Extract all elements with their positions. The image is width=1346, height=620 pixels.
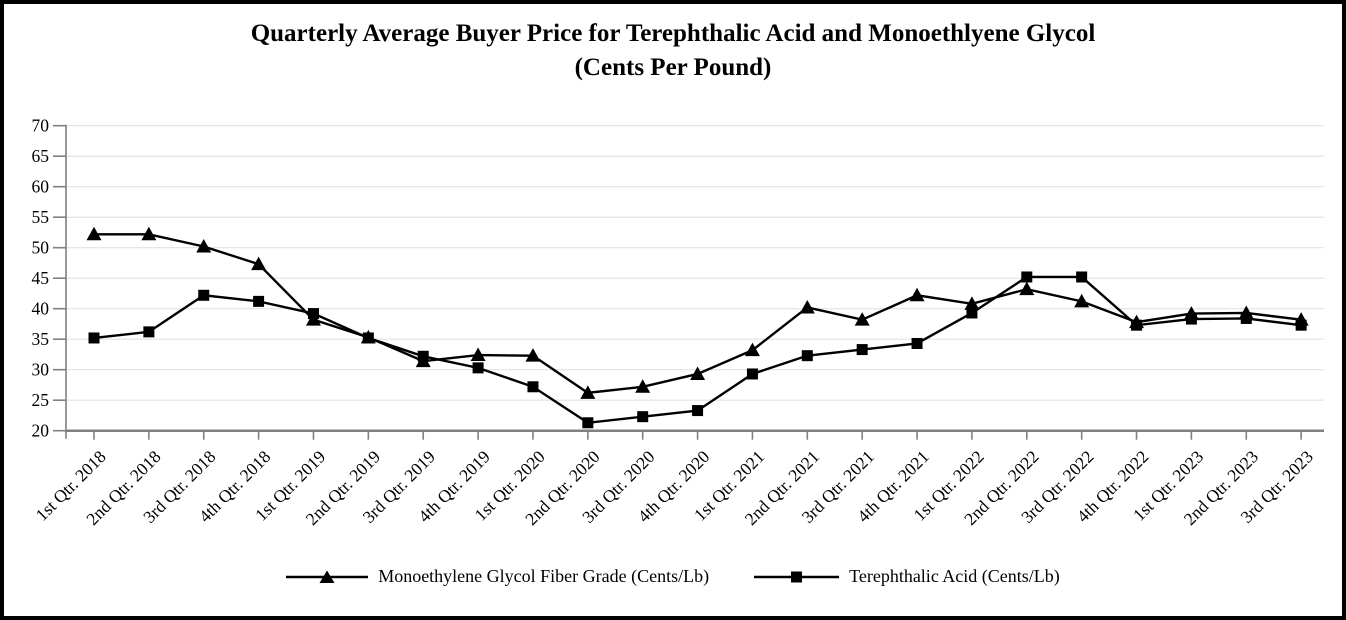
y-tick-label: 45 (32, 268, 50, 288)
triangle-data-marker (251, 256, 267, 271)
y-tick-label: 55 (32, 207, 50, 227)
square-data-marker (582, 417, 594, 429)
triangle-data-marker (909, 287, 925, 302)
square-data-marker (911, 337, 923, 349)
square-data-marker (1076, 271, 1088, 283)
triangle-data-marker (690, 366, 706, 380)
square-data-marker (143, 326, 155, 338)
square-data-marker (1021, 271, 1033, 283)
square-data-marker (362, 332, 374, 344)
y-tick-label: 30 (32, 360, 50, 380)
chart-title-line2: (Cents Per Pound) (574, 54, 772, 81)
square-data-marker (1131, 319, 1143, 331)
square-data-marker (692, 405, 704, 417)
square-data-marker (417, 350, 429, 362)
chart-title-line1: Quarterly Average Buyer Price for Tereph… (250, 20, 1096, 47)
square-data-marker (88, 332, 100, 344)
triangle-marker-icon (286, 570, 369, 583)
y-tick-label: 50 (32, 238, 50, 258)
triangle-data-marker (580, 385, 596, 399)
triangle-data-marker (196, 238, 212, 253)
square-marker-icon (754, 571, 840, 582)
triangle-data-marker (86, 226, 102, 241)
triangle-data-marker (635, 379, 651, 393)
square-data-marker (801, 350, 813, 362)
square-data-marker (253, 295, 265, 307)
square-data-marker (1295, 319, 1307, 331)
chart-title: Quarterly Average Buyer Price for Tereph… (4, 17, 1342, 85)
square-data-marker (856, 344, 868, 356)
y-tick-label: 60 (32, 177, 50, 197)
square-data-marker (472, 362, 484, 374)
legend-item-monoethylene-glycol: Monoethylene Glycol Fiber Grade (Cents/L… (286, 566, 709, 587)
legend-label-monoethylene-glycol: Monoethylene Glycol Fiber Grade (Cents/L… (378, 566, 710, 586)
y-tick-label: 40 (32, 299, 50, 319)
triangle-data-marker (964, 296, 980, 310)
square-data-marker (307, 308, 319, 320)
series-line-square (93, 275, 1302, 425)
square-data-marker (1240, 312, 1252, 324)
triangle-data-marker (141, 226, 157, 241)
chart-legend: Monoethylene Glycol Fiber Grade (Cents/L… (4, 566, 1342, 587)
triangle-data-marker (470, 347, 486, 362)
triangle-data-marker (799, 299, 815, 314)
triangle-data-marker (525, 348, 541, 362)
y-tick-label: 35 (32, 329, 50, 349)
legend-label-terephthalic-acid: Terephthalic Acid (Cents/Lb) (849, 566, 1060, 586)
square-data-marker (1185, 313, 1197, 325)
y-tick-label: 25 (32, 390, 50, 410)
triangle-data-marker (854, 312, 870, 326)
y-tick-label: 65 (32, 146, 50, 166)
square-data-marker (966, 307, 978, 319)
square-data-marker (527, 381, 539, 393)
y-tick-label: 70 (32, 116, 50, 136)
square-data-marker (637, 411, 649, 423)
triangle-data-marker (1074, 293, 1090, 308)
square-data-marker (198, 289, 210, 301)
triangle-data-marker (1019, 281, 1035, 296)
square-data-marker (746, 368, 758, 380)
triangle-data-marker (744, 342, 760, 357)
y-tick-label: 20 (32, 421, 50, 441)
legend-item-terephthalic-acid: Terephthalic Acid (Cents/Lb) (754, 566, 1060, 587)
